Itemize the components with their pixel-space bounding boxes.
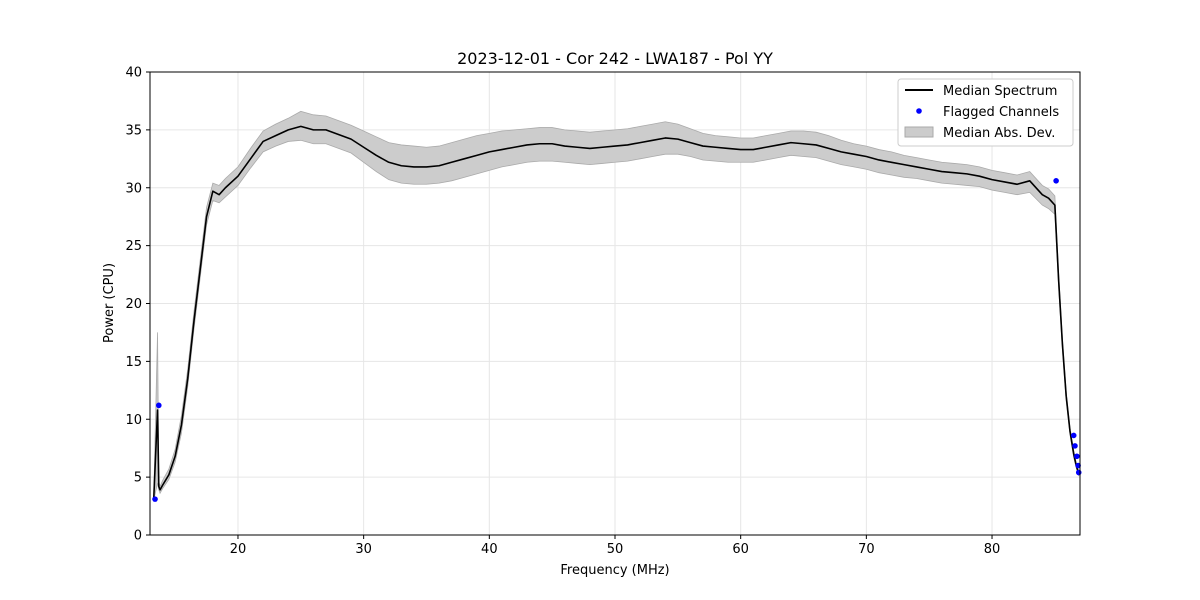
x-tick-label: 20	[230, 542, 247, 557]
legend-mad-swatch	[904, 126, 934, 138]
x-tick-label: 70	[858, 542, 875, 557]
flagged-channel-point	[1075, 469, 1082, 476]
legend-flagged-swatch	[916, 108, 922, 114]
median-line-layer	[152, 125, 1080, 498]
x-tick-label: 30	[355, 542, 372, 557]
y-tick-label: 10	[125, 413, 142, 428]
y-tick-label: 25	[125, 239, 142, 254]
mad-band-layer	[153, 110, 1080, 501]
x-axis-label: Frequency (MHz)	[560, 563, 669, 578]
flagged-channel-point	[156, 402, 162, 409]
legend: Median Spectrum Flagged Channels Median …	[897, 78, 1074, 147]
flagged-channel-point	[1053, 178, 1059, 184]
legend-flagged-label: Flagged Channels	[943, 105, 1059, 120]
flagged-channel-point	[1074, 453, 1080, 460]
y-tick-label: 30	[125, 181, 142, 196]
flagged-channel-point	[1070, 432, 1077, 439]
flagged-channel-point	[1072, 443, 1078, 449]
x-tick-label: 60	[732, 542, 749, 557]
mad-band	[153, 110, 1080, 501]
legend-box	[897, 78, 1074, 147]
x-axis-ticks: 20 30 40 50 60 70 80	[230, 535, 1001, 557]
x-tick-label: 40	[481, 542, 498, 557]
y-axis-label: Power (CPU)	[102, 263, 117, 343]
y-tick-label: 15	[125, 355, 142, 370]
chart-title: 2023-12-01 - Cor 242 - LWA187 - Pol YY	[457, 49, 773, 68]
x-tick-label: 80	[984, 542, 1001, 557]
y-tick-label: 35	[125, 123, 142, 138]
y-axis-ticks: 0 5 10 15 20 25 30 35 40	[125, 66, 150, 544]
y-tick-label: 0	[134, 529, 142, 544]
legend-median-label: Median Spectrum	[943, 84, 1057, 99]
y-tick-label: 20	[125, 297, 142, 312]
median-spectrum-line	[152, 125, 1080, 498]
legend-mad-label: Median Abs. Dev.	[943, 126, 1055, 141]
y-tick-label: 40	[125, 66, 142, 81]
flagged-channel-point	[152, 496, 158, 502]
x-tick-label: 50	[607, 542, 624, 557]
y-tick-label: 5	[134, 471, 142, 486]
